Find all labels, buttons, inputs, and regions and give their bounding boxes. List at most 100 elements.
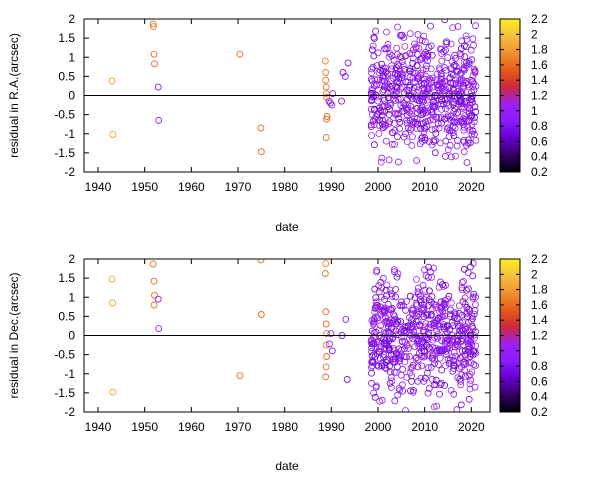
data-point [418, 305, 426, 313]
data-point [403, 112, 411, 120]
data-point [409, 315, 417, 323]
data-point [468, 99, 476, 106]
data-point [402, 52, 409, 59]
data-point [327, 330, 335, 338]
data-point [447, 127, 455, 135]
data-point [393, 133, 401, 141]
data-point [257, 259, 265, 264]
data-point [406, 292, 414, 300]
data-points [108, 259, 480, 412]
data-point [392, 369, 400, 376]
data-point [394, 270, 402, 278]
data-point [442, 331, 449, 339]
data-point [368, 86, 376, 93]
data-point [376, 397, 384, 405]
data-point [408, 133, 416, 141]
data-point [342, 315, 350, 323]
data-point [447, 65, 455, 72]
colorbar-tick-label: 1 [531, 344, 538, 358]
colorbar-tick-label: 2 [531, 27, 538, 41]
data-point [372, 313, 380, 321]
chart-2: 1940 1950 1960 1970 1980 1990 2000 2010 2020 -2 -1… [7, 252, 548, 473]
y-axis-label: residual in R.A.(arcsec) [7, 33, 21, 158]
data-point [430, 138, 438, 146]
data-point [326, 340, 333, 348]
data-point [396, 31, 404, 39]
data-point [449, 24, 457, 32]
data-point [383, 80, 391, 88]
data-point [379, 124, 387, 132]
data-point [368, 344, 376, 352]
data-point [457, 377, 465, 385]
colorbar-tick-label: 1.6 [531, 298, 548, 312]
data-point [442, 362, 450, 369]
data-point [408, 50, 416, 57]
data-point [465, 342, 473, 350]
x-tick-label: 1960 [178, 180, 205, 194]
data-point [328, 101, 336, 109]
data-point [471, 307, 479, 315]
data-point [419, 306, 427, 314]
data-point [367, 105, 375, 113]
data-point [457, 401, 465, 409]
data-point [408, 377, 416, 385]
data-point [108, 77, 116, 85]
data-point [426, 75, 434, 82]
data-point [396, 301, 404, 309]
data-point [450, 361, 458, 369]
data-point [402, 306, 410, 314]
data-point [427, 79, 435, 87]
data-point [458, 353, 466, 361]
data-point [392, 109, 400, 117]
data-point [368, 93, 376, 101]
data-point [389, 318, 397, 325]
x-tick-label: 1940 [85, 420, 112, 434]
colorbar-tick-label: 1.8 [531, 283, 548, 297]
data-point [417, 111, 425, 119]
data-point [380, 307, 388, 315]
data-point [444, 54, 452, 61]
data-point [368, 369, 375, 377]
data-point [427, 65, 435, 73]
colorbar-tick-label: 1.6 [531, 58, 548, 72]
x-tick-label: 2010 [411, 180, 438, 194]
data-point [397, 333, 405, 341]
data-point [397, 95, 404, 103]
data-point [431, 360, 438, 368]
x-tick-label: 1980 [271, 180, 298, 194]
data-point [434, 361, 442, 368]
data-point [392, 97, 400, 104]
y-axis-label: residual in Dec.(arcsec) [7, 272, 21, 398]
data-point [386, 50, 394, 58]
data-point [450, 390, 458, 398]
data-point [383, 281, 391, 289]
data-point [420, 347, 428, 355]
y-tick-label: 1.5 [58, 271, 75, 285]
x-tick-label: 1990 [318, 420, 345, 434]
colorbar-tick-label: 0.6 [531, 134, 548, 148]
colorbar-tick-label: 2 [531, 267, 538, 281]
data-point [431, 125, 439, 133]
x-tick-label: 2000 [365, 420, 392, 434]
data-point [414, 318, 422, 325]
data-point [439, 86, 447, 93]
data-point [370, 82, 378, 89]
data-point [449, 123, 457, 130]
data-point [322, 363, 330, 371]
data-point [471, 301, 479, 309]
data-point [403, 116, 411, 124]
data-point [149, 260, 157, 268]
data-point [430, 264, 438, 272]
data-point [470, 65, 478, 73]
data-point [369, 86, 377, 94]
data-point [421, 134, 429, 142]
data-point [377, 293, 385, 301]
data-point [463, 303, 471, 311]
data-point [469, 127, 477, 135]
data-point [388, 377, 396, 385]
colorbar-tick-label: 1.2 [531, 329, 548, 343]
data-point [462, 117, 470, 124]
data-point [449, 72, 457, 79]
data-point [406, 83, 414, 91]
